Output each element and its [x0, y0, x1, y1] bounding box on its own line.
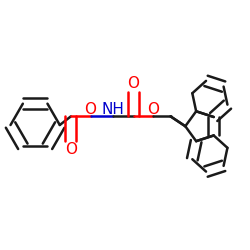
Text: NH: NH [101, 102, 124, 117]
Text: O: O [84, 102, 96, 117]
Text: O: O [128, 76, 140, 92]
Text: O: O [65, 142, 77, 157]
Text: O: O [147, 102, 159, 117]
